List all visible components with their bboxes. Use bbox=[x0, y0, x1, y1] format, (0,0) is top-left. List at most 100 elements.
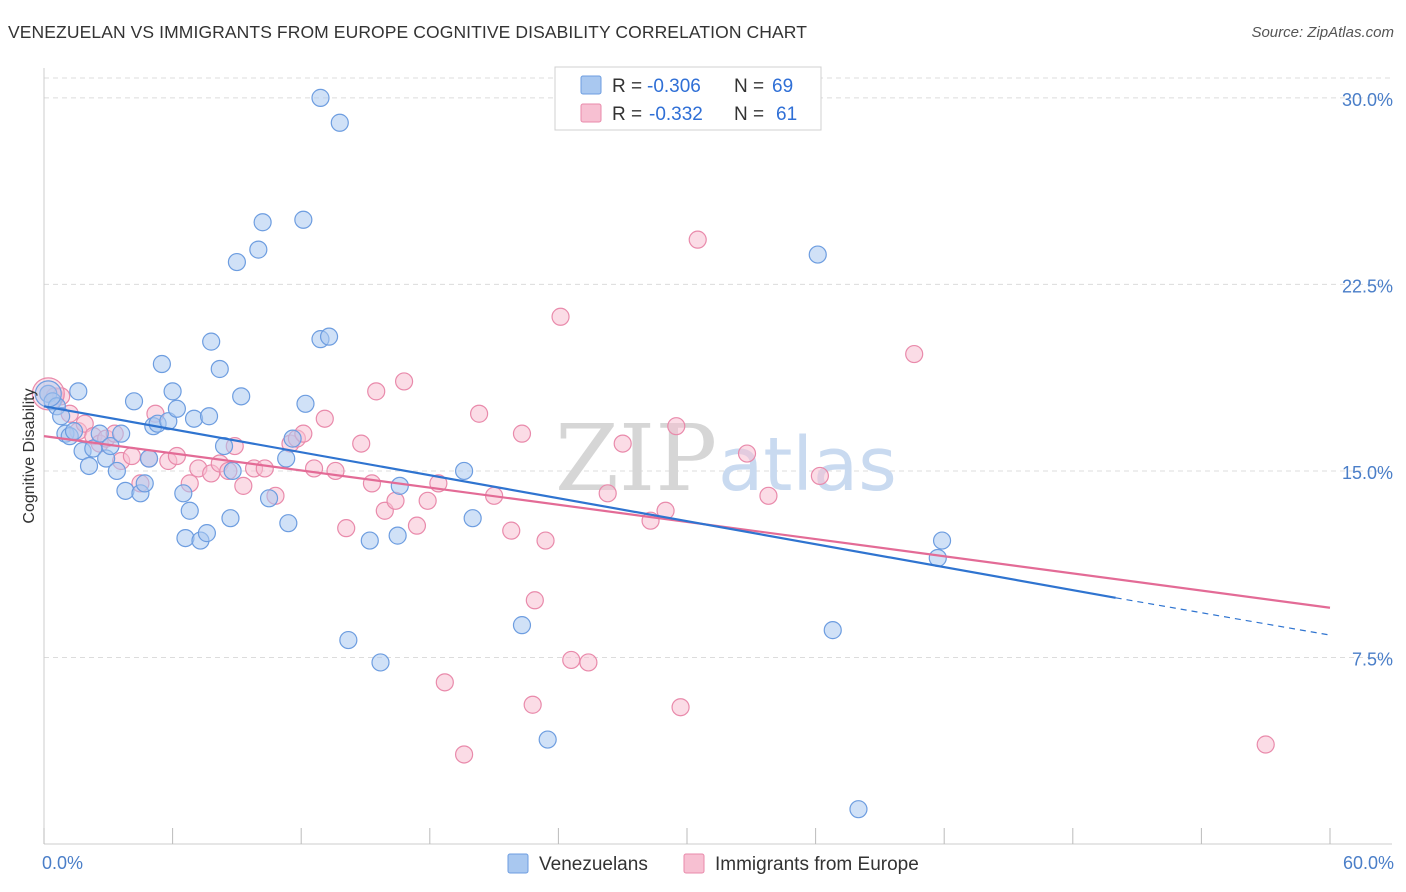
legend-n-label-2: N = bbox=[734, 104, 764, 125]
point-immigrants-europe bbox=[362, 474, 382, 493]
point-venezuelan bbox=[360, 531, 379, 550]
point-venezuelan bbox=[210, 359, 229, 379]
point-immigrants-europe bbox=[810, 466, 829, 486]
point-venezuelan bbox=[823, 621, 842, 640]
x-tick-label-min: 0.0% bbox=[42, 853, 83, 873]
legend-n-label-1: N = bbox=[734, 76, 764, 97]
point-venezuelan bbox=[259, 489, 279, 508]
y-tick-label: 22.5% bbox=[1342, 276, 1393, 296]
point-venezuelan bbox=[139, 449, 159, 468]
point-venezuelan bbox=[294, 210, 313, 229]
point-venezuelan bbox=[277, 449, 296, 468]
point-venezuelan bbox=[319, 327, 339, 346]
point-venezuelan bbox=[90, 424, 109, 443]
point-immigrants-europe bbox=[304, 459, 324, 478]
point-immigrants-europe bbox=[352, 434, 371, 453]
point-venezuelan bbox=[227, 252, 246, 272]
point-immigrants-europe bbox=[407, 516, 427, 535]
point-immigrants-europe bbox=[562, 650, 581, 670]
watermark: ZIP atlas bbox=[555, 405, 897, 512]
point-venezuelan bbox=[135, 474, 154, 493]
point-immigrants-europe bbox=[536, 531, 555, 550]
point-venezuelan bbox=[79, 456, 99, 476]
legend-n-value-1: 69 bbox=[772, 76, 793, 97]
series-legend: Venezuelans Immigrants from Europe bbox=[507, 853, 919, 875]
point-venezuelan bbox=[180, 501, 199, 520]
point-immigrants-europe bbox=[737, 444, 757, 463]
bottom-legend-swatch-venezuelans bbox=[507, 853, 529, 874]
point-venezuelan bbox=[107, 461, 126, 481]
point-venezuelan bbox=[52, 407, 71, 426]
point-venezuelan bbox=[932, 531, 952, 550]
point-venezuelan bbox=[849, 800, 868, 819]
point-immigrants-europe bbox=[523, 695, 542, 714]
point-immigrants-europe bbox=[394, 372, 414, 391]
point-venezuelan bbox=[538, 730, 557, 749]
point-immigrants-europe bbox=[367, 382, 386, 401]
point-venezuelan bbox=[463, 509, 482, 528]
point-venezuelan bbox=[330, 113, 349, 132]
point-venezuelan bbox=[388, 526, 407, 545]
point-venezuelan bbox=[512, 616, 532, 635]
point-venezuelan bbox=[283, 429, 302, 448]
point-immigrants-europe bbox=[671, 698, 690, 717]
bottom-legend-label-venezuelans: Venezuelans bbox=[539, 854, 648, 875]
point-immigrants-europe bbox=[418, 491, 437, 510]
point-venezuelan bbox=[202, 332, 221, 351]
point-venezuelan bbox=[176, 528, 195, 548]
legend-r-value-1: -0.306 bbox=[647, 76, 701, 97]
x-tick-label-max: 60.0% bbox=[1343, 853, 1394, 873]
point-immigrants-europe bbox=[315, 409, 334, 428]
point-venezuelan bbox=[454, 461, 474, 481]
point-immigrants-europe bbox=[667, 417, 686, 436]
legend-n-value-2: 61 bbox=[776, 104, 797, 125]
legend-r-value-2: -0.332 bbox=[649, 104, 703, 125]
axes bbox=[43, 68, 1392, 845]
point-immigrants-europe bbox=[551, 307, 570, 326]
y-tick-label: 7.5% bbox=[1352, 649, 1393, 669]
point-immigrants-europe bbox=[502, 521, 521, 540]
point-immigrants-europe bbox=[454, 745, 474, 764]
point-immigrants-europe bbox=[122, 446, 141, 466]
point-immigrants-europe bbox=[759, 486, 778, 505]
point-venezuelan bbox=[390, 476, 409, 495]
point-venezuelan bbox=[808, 245, 827, 264]
point-venezuelan bbox=[296, 394, 315, 413]
legend-swatch-venezuelans bbox=[580, 75, 602, 95]
point-immigrants-europe bbox=[525, 591, 544, 610]
bottom-legend-swatch-immigrants-europe bbox=[683, 853, 705, 874]
watermark-atlas: atlas bbox=[718, 422, 897, 508]
point-immigrants-europe bbox=[386, 491, 405, 510]
point-immigrants-europe bbox=[167, 446, 186, 466]
point-venezuelan bbox=[124, 392, 144, 411]
trend-line-venezuelans bbox=[43, 405, 1116, 599]
point-immigrants-europe bbox=[234, 476, 253, 495]
point-immigrants-europe bbox=[469, 404, 489, 423]
point-venezuelan bbox=[311, 88, 330, 107]
point-venezuelan bbox=[279, 514, 298, 533]
chart-title: VENEZUELAN VS IMMIGRANTS FROM EUROPE COG… bbox=[8, 22, 808, 42]
point-venezuelan bbox=[112, 424, 131, 443]
point-venezuelan bbox=[339, 630, 358, 650]
point-immigrants-europe bbox=[435, 673, 454, 692]
y-tick-label: 15.0% bbox=[1342, 463, 1393, 483]
trend-line-venezuelans-extrapolated bbox=[1115, 597, 1331, 636]
point-immigrants-europe bbox=[337, 519, 356, 538]
point-venezuelan bbox=[152, 354, 171, 374]
point-venezuelan bbox=[184, 409, 204, 428]
bottom-legend-label-immigrants-europe: Immigrants from Europe bbox=[715, 854, 919, 875]
point-immigrants-europe bbox=[905, 344, 924, 364]
correlation-legend: R = -0.306 N = 69 R = -0.332 N = 61 bbox=[554, 66, 822, 131]
point-venezuelan bbox=[174, 484, 193, 503]
gridlines bbox=[44, 77, 1392, 658]
point-immigrants-europe bbox=[688, 230, 707, 249]
point-venezuelan bbox=[197, 524, 216, 543]
point-immigrants-europe bbox=[255, 459, 274, 478]
y-axis-label: Cognitive Disability bbox=[21, 388, 38, 523]
point-venezuelan bbox=[223, 461, 242, 481]
trend-lines bbox=[43, 405, 1331, 636]
point-immigrants-europe bbox=[613, 434, 632, 453]
point-immigrants-europe bbox=[1256, 735, 1275, 754]
point-immigrants-europe bbox=[598, 484, 617, 503]
